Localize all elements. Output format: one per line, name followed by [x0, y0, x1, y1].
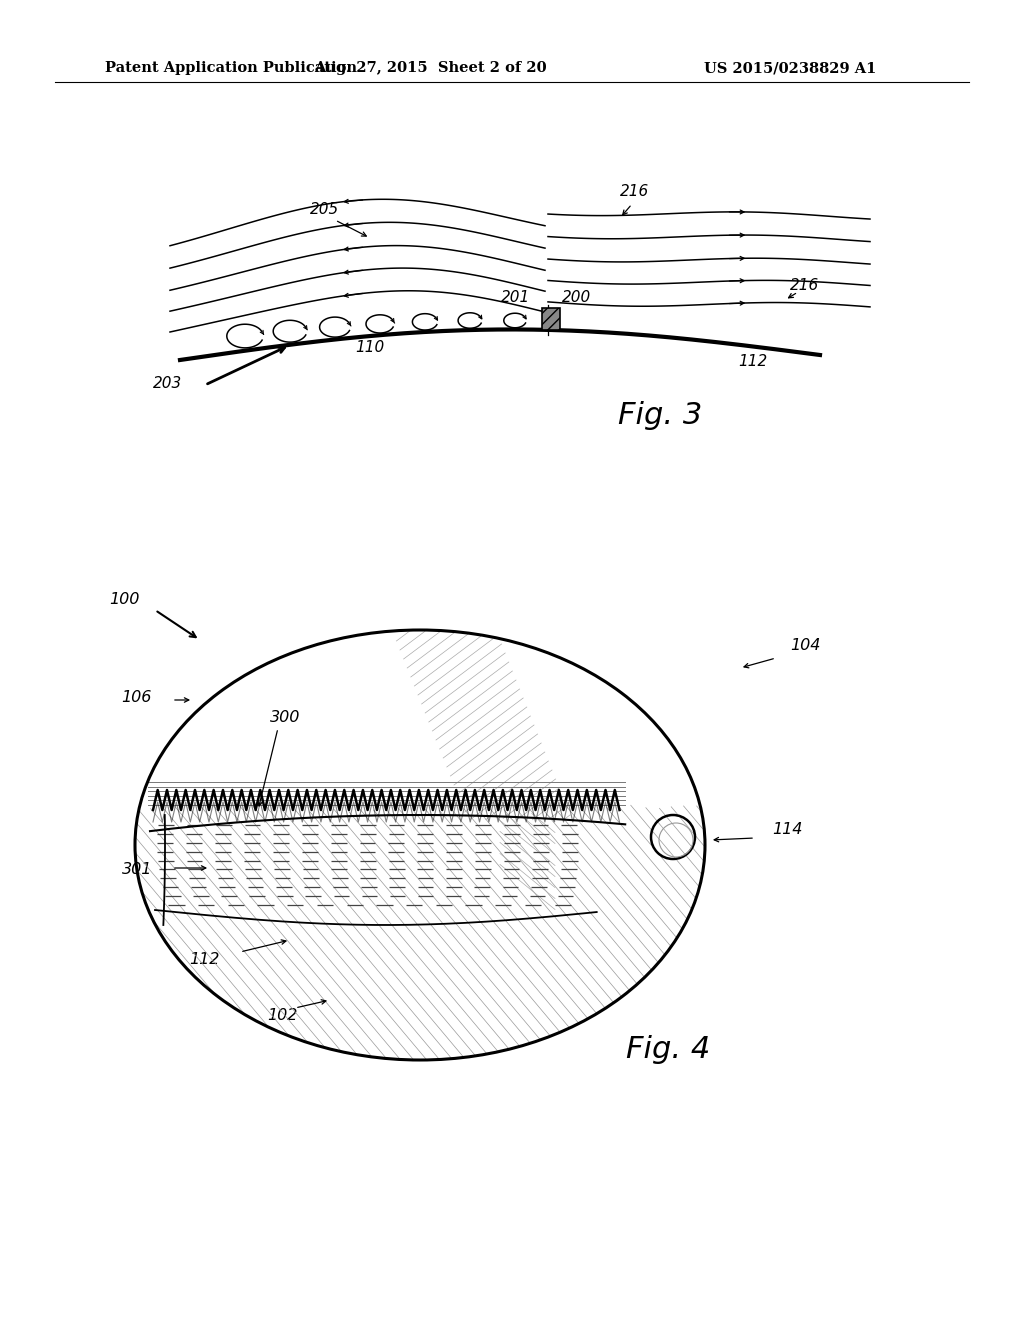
Text: 112: 112	[189, 953, 220, 968]
Text: 216: 216	[620, 185, 649, 199]
Bar	[542, 308, 559, 330]
Text: 205: 205	[310, 202, 339, 218]
Text: 106: 106	[122, 690, 152, 705]
Text: Aug. 27, 2015  Sheet 2 of 20: Aug. 27, 2015 Sheet 2 of 20	[313, 61, 547, 75]
Text: Fig. 3: Fig. 3	[617, 400, 702, 429]
Text: 216: 216	[790, 277, 819, 293]
Text: 110: 110	[355, 341, 384, 355]
Text: 203: 203	[153, 376, 182, 392]
Text: US 2015/0238829 A1: US 2015/0238829 A1	[703, 61, 877, 75]
Text: 200: 200	[562, 290, 591, 305]
Text: 201: 201	[501, 290, 530, 305]
Text: 102: 102	[267, 1007, 297, 1023]
Text: Fig. 4: Fig. 4	[626, 1035, 710, 1064]
Text: 104: 104	[790, 638, 820, 652]
Text: 100: 100	[110, 593, 140, 607]
Text: 112: 112	[738, 355, 767, 370]
Text: 300: 300	[270, 710, 300, 726]
Text: Patent Application Publication: Patent Application Publication	[105, 61, 357, 75]
Text: 114: 114	[772, 822, 803, 837]
Text: 301: 301	[122, 862, 152, 878]
